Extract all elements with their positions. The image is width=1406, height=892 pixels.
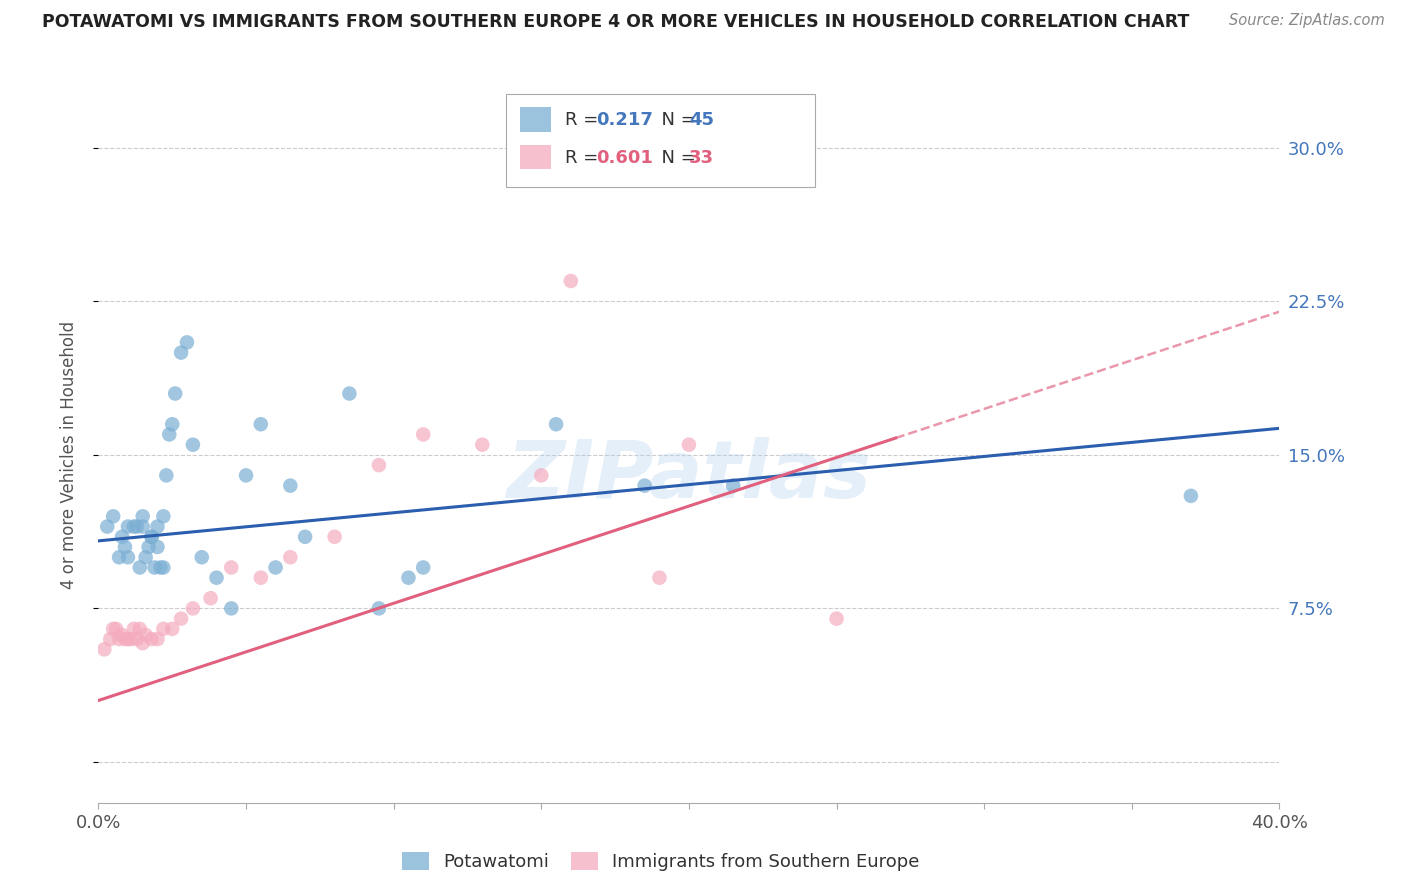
Point — [560, 274, 582, 288]
Point — [111, 628, 134, 642]
Point — [250, 417, 273, 432]
Point — [93, 642, 115, 657]
Point — [678, 438, 700, 452]
Point — [1180, 489, 1202, 503]
Text: POTAWATOMI VS IMMIGRANTS FROM SOUTHERN EUROPE 4 OR MORE VEHICLES IN HOUSEHOLD CO: POTAWATOMI VS IMMIGRANTS FROM SOUTHERN E… — [42, 13, 1189, 31]
Point — [132, 519, 155, 533]
Point — [219, 601, 242, 615]
Point — [162, 417, 183, 432]
Point — [191, 550, 214, 565]
Point — [181, 601, 204, 615]
Point — [132, 636, 155, 650]
Point — [135, 628, 157, 642]
Text: 45: 45 — [689, 112, 714, 129]
Point — [170, 612, 193, 626]
Point — [152, 560, 174, 574]
Point — [219, 560, 242, 574]
Point — [138, 540, 160, 554]
Point — [117, 519, 139, 533]
Point — [152, 509, 174, 524]
Point — [149, 560, 172, 574]
Text: R =: R = — [565, 112, 605, 129]
Point — [165, 386, 187, 401]
Point — [98, 632, 121, 646]
Point — [135, 550, 157, 565]
Point — [103, 509, 125, 524]
Point — [105, 622, 128, 636]
Point — [264, 560, 287, 574]
Y-axis label: 4 or more Vehicles in Household: 4 or more Vehicles in Household — [59, 321, 77, 589]
Point — [128, 560, 150, 574]
Point — [633, 478, 655, 492]
Point — [278, 550, 302, 565]
Text: 0.601: 0.601 — [596, 149, 652, 167]
Point — [339, 386, 360, 401]
Point — [170, 345, 193, 359]
Point — [111, 530, 134, 544]
Point — [146, 540, 169, 554]
Point — [108, 632, 131, 646]
Point — [117, 550, 139, 565]
Point — [155, 468, 177, 483]
Point — [530, 468, 553, 483]
Point — [108, 550, 131, 565]
Point — [723, 478, 745, 492]
Point — [323, 530, 346, 544]
Point — [96, 519, 118, 533]
Point — [278, 478, 302, 492]
Point — [176, 335, 198, 350]
Point — [294, 530, 316, 544]
Point — [235, 468, 257, 483]
Point — [122, 519, 145, 533]
Point — [205, 571, 228, 585]
Text: R =: R = — [565, 149, 605, 167]
Point — [412, 560, 434, 574]
Point — [396, 571, 419, 585]
Point — [114, 540, 136, 554]
Point — [143, 560, 166, 574]
Point — [120, 632, 142, 646]
Point — [114, 632, 136, 646]
Point — [368, 601, 391, 615]
Point — [200, 591, 222, 606]
Point — [412, 427, 434, 442]
Point — [368, 458, 391, 472]
Text: Source: ZipAtlas.com: Source: ZipAtlas.com — [1229, 13, 1385, 29]
Point — [122, 622, 145, 636]
Text: 33: 33 — [689, 149, 714, 167]
Point — [141, 530, 163, 544]
Legend: Potawatomi, Immigrants from Southern Europe: Potawatomi, Immigrants from Southern Eur… — [395, 846, 927, 879]
Point — [128, 622, 150, 636]
Point — [546, 417, 568, 432]
Point — [250, 571, 273, 585]
Text: ZIPatlas: ZIPatlas — [506, 437, 872, 515]
Point — [141, 632, 163, 646]
Point — [825, 612, 848, 626]
Point — [152, 622, 174, 636]
Point — [157, 427, 180, 442]
Text: 0.217: 0.217 — [596, 112, 652, 129]
Point — [125, 632, 148, 646]
Point — [146, 519, 169, 533]
Point — [125, 519, 148, 533]
Point — [162, 622, 183, 636]
Point — [141, 530, 163, 544]
Point — [471, 438, 494, 452]
Point — [103, 622, 125, 636]
Text: N =: N = — [650, 112, 702, 129]
Text: N =: N = — [650, 149, 702, 167]
Point — [146, 632, 169, 646]
Point — [648, 571, 671, 585]
Point — [132, 509, 155, 524]
Point — [181, 438, 204, 452]
Point — [117, 632, 139, 646]
